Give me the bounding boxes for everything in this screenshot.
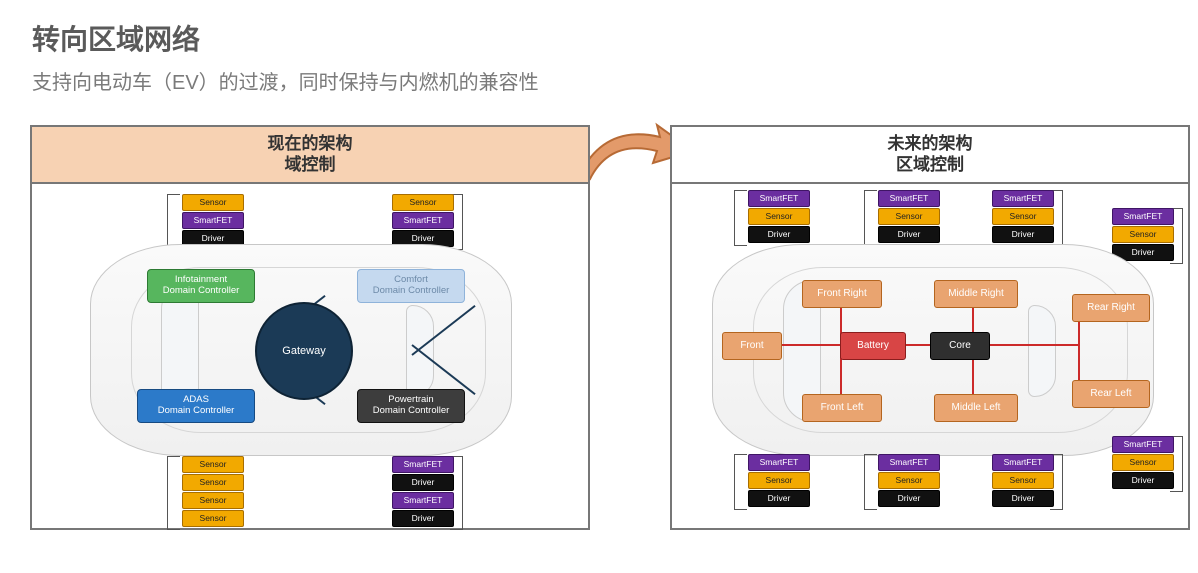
module-sensor: Sensor [182, 474, 244, 491]
comfort-domain: Comfort Domain Controller [357, 269, 465, 303]
panel-current-architecture: 现在的架构 域控制 SensorSmartFETDriver SensorSma… [30, 125, 590, 530]
zone-front-left: Front Left [802, 394, 882, 422]
module-driver: Driver [392, 510, 454, 527]
module-driver: Driver [992, 226, 1054, 243]
module-driver: Driver [748, 226, 810, 243]
panel-left-title-l2: 域控制 [32, 154, 588, 175]
car-rear-glass [1028, 305, 1056, 397]
module-sensor: Sensor [182, 492, 244, 509]
bracket [167, 456, 180, 530]
module-sensor: Sensor [1112, 454, 1174, 471]
module-smartfet: SmartFET [392, 212, 454, 229]
zone-core: Core [930, 332, 990, 360]
module-sensor: Sensor [992, 208, 1054, 225]
module-driver: Driver [1112, 472, 1174, 489]
module-smartfet: SmartFET [748, 190, 810, 207]
module-smartfet: SmartFET [878, 190, 940, 207]
panels-container: 现在的架构 域控制 SensorSmartFETDriver SensorSma… [30, 115, 1168, 545]
module-driver: Driver [878, 226, 940, 243]
bracket [864, 454, 877, 510]
panel-left-body: SensorSmartFETDriver SensorSmartFETDrive… [32, 184, 588, 527]
module-sensor: Sensor [878, 472, 940, 489]
module-sensor: Sensor [878, 208, 940, 225]
panel-future-architecture: 未来的架构 区域控制 SmartFETSensorDriver SmartFET… [670, 125, 1190, 530]
bracket [864, 190, 877, 246]
module-sensor: Sensor [748, 472, 810, 489]
zone-front: Front [722, 332, 782, 360]
bracket [734, 190, 747, 246]
module-sensor: Sensor [182, 194, 244, 211]
panel-right-body: SmartFETSensorDriver SmartFETSensorDrive… [672, 184, 1188, 527]
module-smartfet: SmartFET [392, 492, 454, 509]
panel-left-header: 现在的架构 域控制 [32, 127, 588, 184]
module-sensor: Sensor [182, 456, 244, 473]
module-smartfet: SmartFET [748, 454, 810, 471]
zone-battery: Battery [840, 332, 906, 360]
module-smartfet: SmartFET [182, 212, 244, 229]
zone-rear-right: Rear Right [1072, 294, 1150, 322]
module-smartfet: SmartFET [878, 454, 940, 471]
module-smartfet: SmartFET [392, 456, 454, 473]
module-smartfet: SmartFET [992, 190, 1054, 207]
zone-middle-right: Middle Right [934, 280, 1018, 308]
module-smartfet: SmartFET [1112, 208, 1174, 225]
bracket [734, 454, 747, 510]
gateway-node: Gateway [255, 302, 353, 400]
module-sensor: Sensor [392, 194, 454, 211]
bracket [167, 194, 180, 250]
zone-rear-left: Rear Left [1072, 380, 1150, 408]
adas-domain: ADAS Domain Controller [137, 389, 255, 423]
module-smartfet: SmartFET [992, 454, 1054, 471]
panel-left-title-l1: 现在的架构 [32, 133, 588, 154]
module-sensor: Sensor [748, 208, 810, 225]
module-driver: Driver [878, 490, 940, 507]
page-subtitle: 支持向电动车（EV）的过渡，同时保持与内燃机的兼容性 [32, 66, 1168, 95]
module-sensor: Sensor [182, 510, 244, 527]
zone-front-right: Front Right [802, 280, 882, 308]
panel-right-title-l2: 区域控制 [672, 154, 1188, 175]
infotainment-domain: Infotainment Domain Controller [147, 269, 255, 303]
powertrain-domain: Powertrain Domain Controller [357, 389, 465, 423]
module-driver: Driver [392, 474, 454, 491]
module-sensor: Sensor [992, 472, 1054, 489]
module-driver: Driver [992, 490, 1054, 507]
module-driver: Driver [748, 490, 810, 507]
module-sensor: Sensor [1112, 226, 1174, 243]
module-smartfet: SmartFET [1112, 436, 1174, 453]
page-title: 转向区域网络 [32, 18, 1168, 58]
panel-right-header: 未来的架构 区域控制 [672, 127, 1188, 184]
panel-right-title-l1: 未来的架构 [672, 133, 1188, 154]
page: 转向区域网络 支持向电动车（EV）的过渡，同时保持与内燃机的兼容性 现在的架构 … [0, 0, 1198, 573]
zone-middle-left: Middle Left [934, 394, 1018, 422]
